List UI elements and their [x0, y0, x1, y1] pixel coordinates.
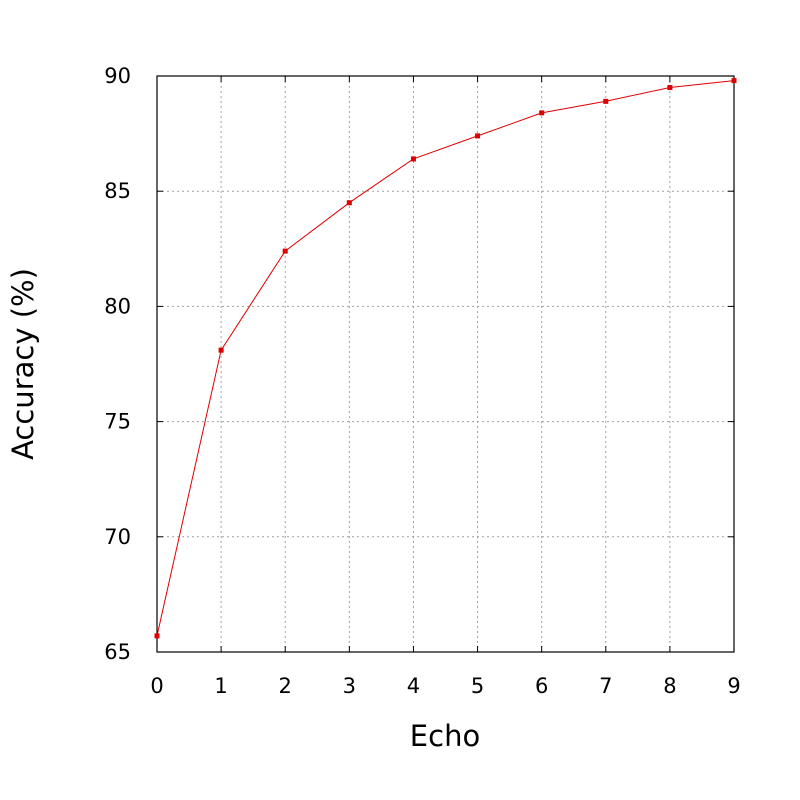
x-tick-label: 7 [599, 674, 612, 698]
data-point [282, 248, 288, 254]
y-tick-label: 90 [104, 64, 131, 88]
y-tick-label: 70 [104, 525, 131, 549]
data-point [218, 347, 224, 353]
axis-ticks [156, 75, 735, 653]
data-point [539, 110, 545, 116]
x-tick-label: 2 [279, 674, 292, 698]
y-tick-label: 75 [104, 410, 131, 434]
x-tick-label: 9 [727, 674, 740, 698]
x-tick-label: 1 [214, 674, 227, 698]
plot-frame [156, 75, 735, 653]
data-point [475, 133, 481, 139]
x-tick-label: 4 [407, 674, 420, 698]
data-point [410, 156, 416, 162]
y-axis-title: Accuracy (%) [6, 268, 40, 460]
data-point [667, 85, 673, 91]
x-tick-label: 8 [663, 674, 676, 698]
data-point [731, 78, 737, 84]
data-point [154, 633, 160, 639]
x-tick-label: 5 [471, 674, 484, 698]
x-tick-labels: 0 1 2 3 4 5 6 7 8 9 [150, 674, 740, 698]
x-tick-label: 0 [150, 674, 163, 698]
data-point [603, 98, 609, 104]
series-layer [154, 78, 737, 639]
x-tick-label: 6 [535, 674, 548, 698]
x-axis-title: Echo [410, 719, 480, 753]
y-tick-label: 65 [104, 640, 131, 664]
y-tick-label: 85 [104, 179, 131, 203]
series-line [156, 80, 735, 637]
y-tick-labels: 65 70 75 80 85 90 [104, 64, 131, 664]
y-tick-label: 80 [104, 294, 131, 318]
data-point [346, 200, 352, 206]
x-tick-label: 3 [343, 674, 356, 698]
grid-lines [157, 76, 734, 652]
